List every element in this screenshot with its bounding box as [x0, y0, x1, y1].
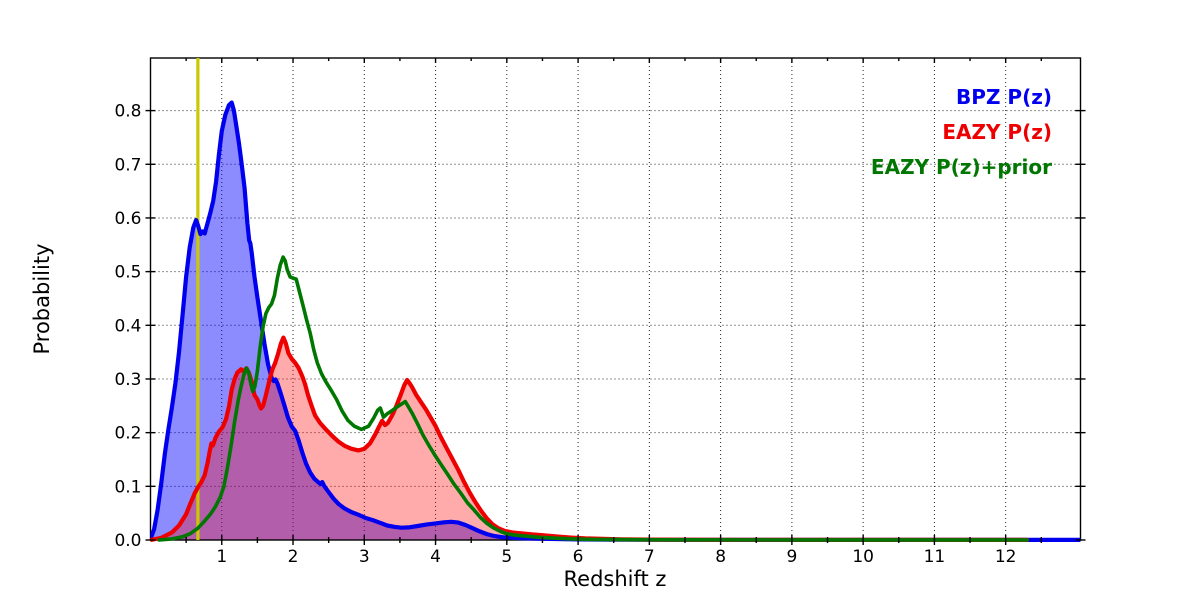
x-tick-label: 12	[995, 547, 1017, 567]
x-tick-label: 2	[288, 547, 299, 567]
grid	[150, 58, 1081, 540]
legend-item-eazy: EAZY P(z)	[942, 120, 1052, 144]
y-tick-label: 0.7	[114, 155, 141, 175]
x-tick-label: 11	[924, 547, 946, 567]
y-tick-label: 0.3	[114, 370, 141, 390]
tick-labels: 1 2 3 4 5 6 7 8 9 10 11 120.00.10.20.30.40.50.60.70…	[114, 102, 1016, 567]
x-tick-label: 9	[786, 547, 797, 567]
y-tick-label: 0.1	[114, 477, 141, 497]
x-tick-label: 10	[852, 547, 874, 567]
legend-item-eazy-prior: EAZY P(z)+prior	[870, 155, 1052, 179]
y-tick-label: 0.4	[114, 316, 141, 336]
ticks	[145, 58, 1086, 545]
x-tick-label: 4	[430, 547, 441, 567]
x-tick-label: 1	[216, 547, 227, 567]
fill-EAZY P(z)	[150, 337, 1028, 540]
x-tick-label: 6	[573, 547, 584, 567]
legend: BPZ P(z) EAZY P(z) EAZY P(z)+prior	[871, 80, 1052, 185]
y-tick-label: 0.5	[114, 263, 141, 283]
y-tick-label: 0.2	[114, 424, 141, 444]
y-tick-label: 0.6	[114, 209, 141, 229]
x-tick-label: 8	[715, 547, 726, 567]
x-tick-label: 3	[359, 547, 370, 567]
x-tick-label: 5	[501, 547, 512, 567]
y-tick-label: 0.8	[114, 102, 141, 122]
x-tick-label: 7	[644, 547, 655, 567]
legend-item-bpz: BPZ P(z)	[956, 85, 1052, 109]
curve-BPZ P(z)	[150, 100, 1081, 542]
y-tick-label: 0.0	[114, 531, 141, 551]
curve-EAZY P(z)	[150, 335, 1030, 542]
fill-BPZ P(z)	[150, 102, 1080, 540]
x-axis-label: Redshift z	[563, 567, 667, 591]
curve-EAZY P(z)+prior	[157, 255, 1029, 542]
y-axis-label: Probability	[30, 243, 54, 355]
